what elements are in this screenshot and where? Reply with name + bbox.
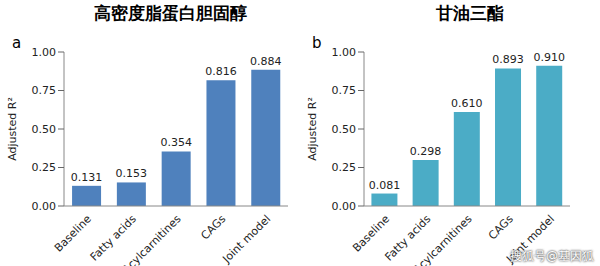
svg-text:0.25: 0.25 bbox=[332, 161, 357, 174]
svg-text:Adjusted R²: Adjusted R² bbox=[8, 97, 19, 161]
svg-text:Fatty acids: Fatty acids bbox=[87, 212, 139, 264]
svg-text:0.910: 0.910 bbox=[533, 51, 565, 64]
svg-text:0.610: 0.610 bbox=[451, 97, 483, 110]
svg-text:Fatty acids: Fatty acids bbox=[382, 212, 434, 264]
svg-text:0.354: 0.354 bbox=[160, 136, 192, 149]
svg-text:0.75: 0.75 bbox=[332, 84, 357, 97]
svg-text:0.816: 0.816 bbox=[205, 65, 237, 78]
svg-text:Acylcarnitines: Acylcarnitines bbox=[120, 212, 184, 266]
svg-text:1.00: 1.00 bbox=[332, 46, 357, 59]
svg-text:0.25: 0.25 bbox=[32, 161, 57, 174]
svg-text:Baseline: Baseline bbox=[350, 212, 392, 254]
svg-text:0.50: 0.50 bbox=[32, 123, 57, 136]
svg-text:CAGs: CAGs bbox=[486, 212, 516, 242]
svg-text:0.75: 0.75 bbox=[32, 84, 57, 97]
svg-text:1.00: 1.00 bbox=[32, 46, 57, 59]
svg-text:0.00: 0.00 bbox=[32, 200, 57, 213]
svg-text:Joint model: Joint model bbox=[219, 212, 273, 266]
html-text:甘油三酯: 甘油三酯 bbox=[436, 3, 504, 23]
html-text:a: a bbox=[12, 34, 22, 52]
svg-text:CAGs: CAGs bbox=[199, 212, 229, 242]
svg-text:Adjusted R²: Adjusted R² bbox=[306, 97, 319, 161]
html-text:搜狐号@基因狐: 搜狐号@基因狐 bbox=[510, 249, 594, 263]
html-text:高密度脂蛋白胆固醇: 高密度脂蛋白胆固醇 bbox=[93, 3, 247, 23]
svg-text:0.00: 0.00 bbox=[332, 200, 357, 213]
svg-text:0.893: 0.893 bbox=[492, 53, 524, 66]
svg-text:Baseline: Baseline bbox=[52, 212, 94, 254]
svg-text:0.153: 0.153 bbox=[116, 167, 148, 180]
svg-text:0.298: 0.298 bbox=[410, 145, 442, 158]
html-text:b: b bbox=[312, 34, 322, 52]
svg-text:0.50: 0.50 bbox=[332, 123, 357, 136]
svg-text:0.131: 0.131 bbox=[71, 171, 103, 184]
svg-text:Acylcarnitines: Acylcarnitines bbox=[411, 212, 475, 266]
svg-text:0.081: 0.081 bbox=[369, 179, 401, 192]
svg-text:0.884: 0.884 bbox=[250, 55, 282, 68]
